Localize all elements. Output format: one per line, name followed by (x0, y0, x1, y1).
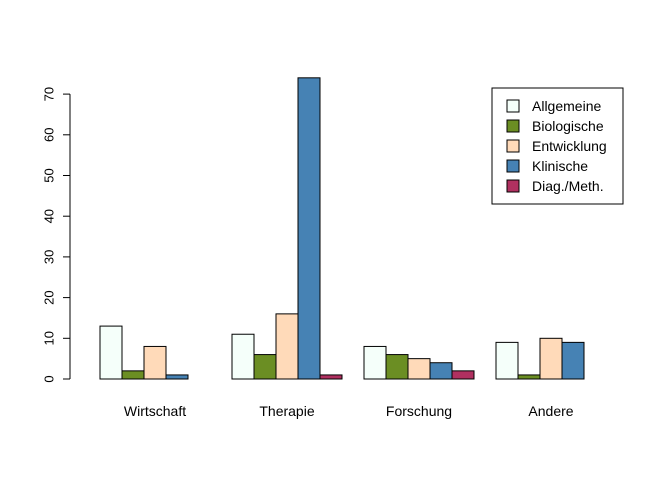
bar-forschung-entwicklung (407, 358, 431, 380)
legend-swatch (506, 179, 520, 193)
x-tick-label: Therapie (259, 403, 314, 419)
bar-forschung-diag-meth- (451, 370, 475, 380)
bar-therapie-allgemeine (231, 333, 255, 380)
bar-andere-entwicklung (539, 337, 563, 380)
bar-therapie-entwicklung (275, 313, 299, 380)
bar-therapie-klinische (297, 77, 321, 380)
legend-swatch (506, 139, 520, 153)
bar-wirtschaft-allgemeine (99, 325, 123, 380)
legend-label: Entwicklung (532, 138, 607, 154)
bar-andere-biologische (517, 374, 541, 380)
y-tick-label: 30 (41, 250, 56, 264)
bars-group (99, 77, 585, 380)
y-tick-label: 0 (41, 375, 56, 382)
bar-therapie-biologische (253, 354, 277, 380)
legend-label: Allgemeine (532, 98, 601, 114)
bar-wirtschaft-entwicklung (143, 345, 167, 380)
x-axis-labels: Wirtschaft Therapie Forschung Andere (124, 403, 574, 419)
x-tick-label: Wirtschaft (124, 403, 186, 419)
bar-andere-klinische (561, 341, 585, 380)
legend-label: Diag./Meth. (532, 178, 604, 194)
legend-label: Biologische (532, 118, 604, 134)
x-tick-label: Andere (528, 403, 573, 419)
y-tick-label: 50 (41, 168, 56, 182)
y-axis: 0 10 20 30 40 50 60 70 (41, 87, 71, 383)
y-tick-label: 60 (41, 128, 56, 142)
bar-wirtschaft-biologische (121, 370, 145, 380)
bar-forschung-allgemeine (363, 345, 387, 380)
y-tick-label: 70 (41, 87, 56, 101)
y-tick-label: 20 (41, 290, 56, 304)
y-tick-label: 10 (41, 331, 56, 345)
bar-andere-allgemeine (495, 341, 519, 380)
legend-label: Klinische (532, 158, 588, 174)
y-tick-label: 40 (41, 209, 56, 223)
legend-swatch (506, 119, 520, 133)
legend: Allgemeine Biologische Entwicklung Klinisch… (491, 87, 624, 205)
x-tick-label: Forschung (386, 403, 452, 419)
legend-swatch (506, 99, 520, 113)
bar-forschung-biologische (385, 354, 409, 380)
bar-forschung-klinische (429, 362, 453, 380)
legend-swatch (506, 159, 520, 173)
bar-wirtschaft-klinische (165, 374, 189, 380)
bar-therapie-diag-meth- (319, 374, 343, 380)
